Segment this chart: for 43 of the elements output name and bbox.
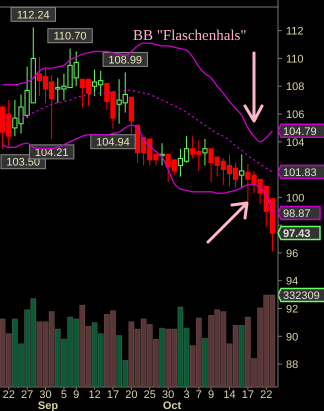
x-tick-label: 5 xyxy=(60,389,67,401)
y-tick-label: 106 xyxy=(286,108,304,121)
x-tick-label: 25 xyxy=(144,389,156,401)
x-tick-label: 30 xyxy=(39,389,52,401)
y-tick-label: 100 xyxy=(286,192,304,204)
y-tick-label: 96 xyxy=(286,248,298,260)
y-tick-label: 92 xyxy=(286,304,298,316)
annotation: BB "Flaschenhals" xyxy=(133,28,246,44)
x-tick-label: 22 xyxy=(260,389,272,401)
x-tick-label: 3 xyxy=(183,389,190,401)
text: 97.43 xyxy=(283,228,311,240)
data-label: 98.87 xyxy=(283,208,311,220)
y-tick-label: 104 xyxy=(286,136,304,149)
x-tick-label: 17 xyxy=(242,389,254,401)
text: Sep xyxy=(38,400,58,411)
x-tick-label: 30 xyxy=(162,389,174,401)
y-tick-label: 112 xyxy=(286,26,304,38)
text: Oct xyxy=(162,400,182,411)
x-tick-label: 20 xyxy=(125,389,138,401)
x-tick-label: 9 xyxy=(73,389,80,401)
x-tick-label: 14 xyxy=(223,389,236,401)
annotation: 108.99 xyxy=(108,54,142,66)
y-tick-label: 110 xyxy=(286,53,304,66)
y-tick-label: 90 xyxy=(286,331,298,344)
x-tick-label: 9 xyxy=(208,389,214,401)
text: 332309 xyxy=(283,290,320,302)
y-tick-label: 88 xyxy=(286,359,298,372)
x-tick-label: 27 xyxy=(21,389,34,401)
candlestick xyxy=(239,154,244,188)
candlestick xyxy=(202,138,208,166)
annotation: 104.21 xyxy=(34,146,68,159)
annotation: 104.94 xyxy=(96,136,130,149)
y-tick-label: 108 xyxy=(286,81,304,94)
candlestick xyxy=(128,96,134,134)
x-tick-label: 7 xyxy=(196,389,202,401)
x-tick-label: 22 xyxy=(2,389,15,401)
y-tick-label: 94 xyxy=(286,276,298,288)
annotation: 110.70 xyxy=(54,30,86,43)
annotation: 112.24 xyxy=(16,9,50,22)
x-tick-label: 12 xyxy=(88,389,101,401)
x-tick-label: 17 xyxy=(106,389,120,401)
data-label: 101.83 xyxy=(283,166,317,179)
data-label: 104.79 xyxy=(283,126,317,138)
